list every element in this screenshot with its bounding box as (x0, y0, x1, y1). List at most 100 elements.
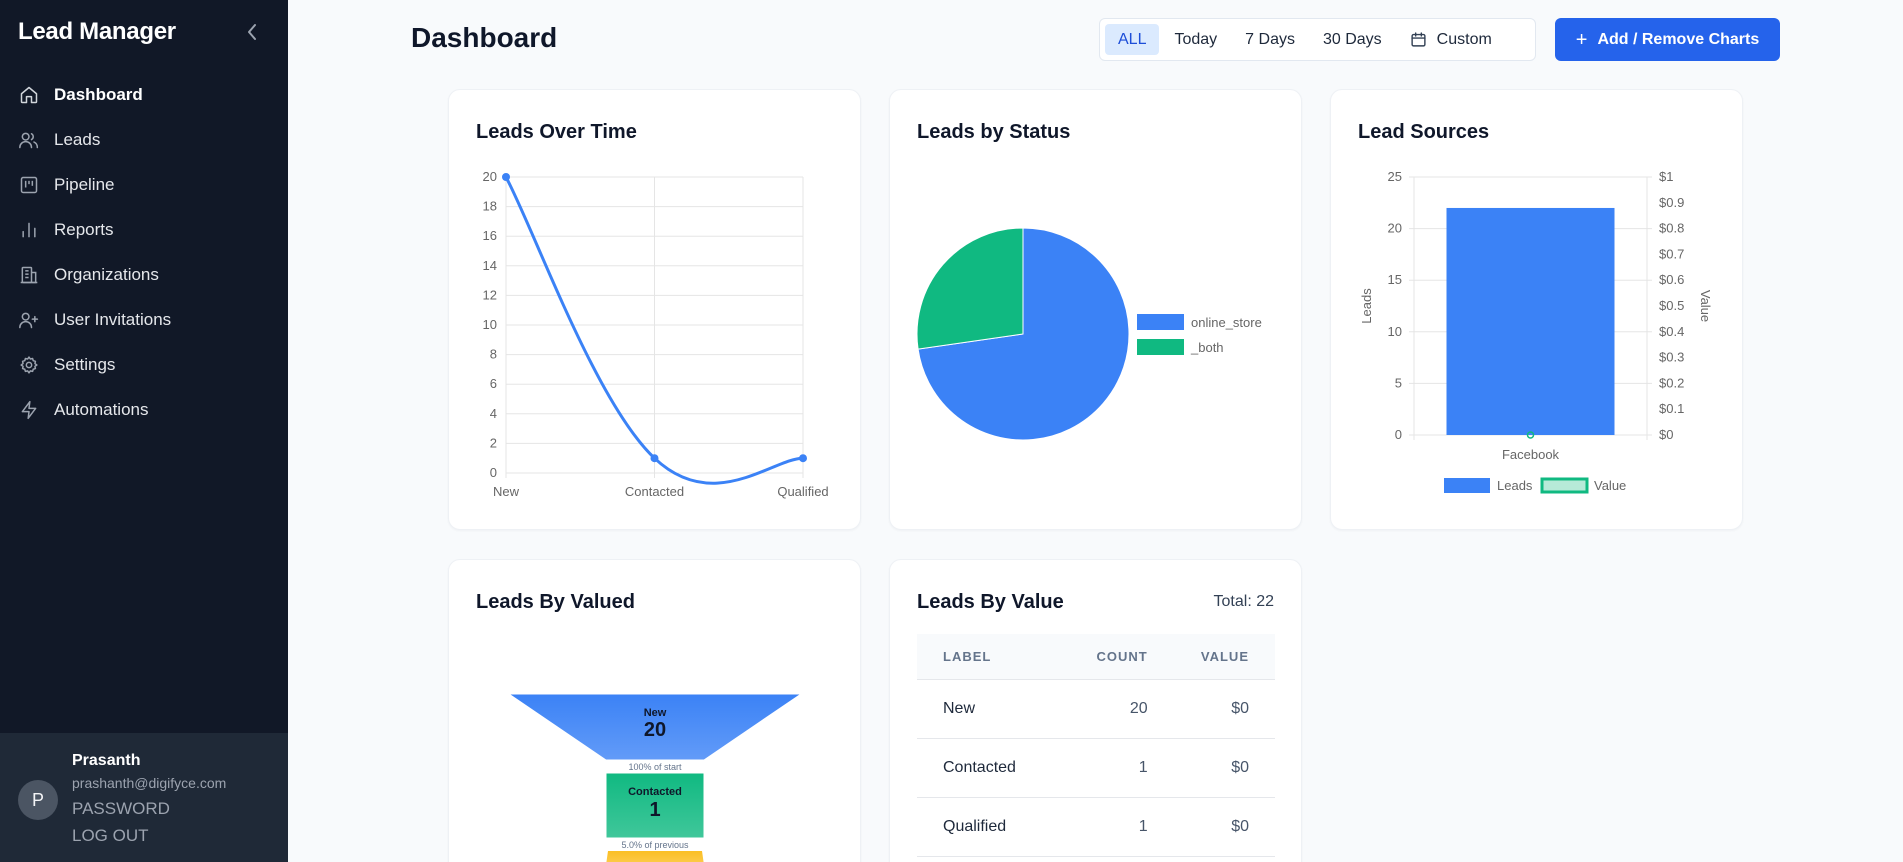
user-plus-icon (18, 309, 40, 331)
stage-label: New (644, 707, 667, 719)
row-label: New (917, 679, 1059, 739)
logout-link[interactable]: LOG OUT (72, 826, 149, 845)
stage-value: 20 (644, 719, 666, 741)
card-title: Leads By Value (917, 591, 1064, 613)
x-tick-label: Qualified (777, 484, 828, 499)
legend-swatch (1137, 314, 1184, 330)
collapse-sidebar-button[interactable] (240, 18, 264, 46)
plus-icon: + (1575, 28, 1588, 51)
sidebar-item-reports[interactable]: Reports (0, 207, 288, 252)
card-title: Leads By Valued (476, 591, 635, 613)
y2-tick-label: $0.7 (1659, 246, 1684, 261)
table-header-row: LABEL COUNT VALUE (917, 634, 1275, 680)
row-count: 1 (1058, 738, 1162, 798)
card-title: Lead Sources (1358, 121, 1490, 143)
column-header-label: LABEL (917, 634, 1059, 680)
filter-today-button[interactable]: Today (1174, 30, 1218, 48)
filter-30-days-button[interactable]: 30 Days (1322, 30, 1382, 48)
sidebar-item-automations[interactable]: Automations (0, 387, 288, 432)
leads-by-status-card: Leads by Status online_store _both (889, 89, 1302, 530)
y-tick-label: 5 (1395, 375, 1402, 390)
legend-label: online_store (1191, 315, 1262, 330)
sidebar-item-label: Automations (54, 399, 149, 419)
legend-label: Value (1594, 478, 1626, 493)
leads-by-value-card: Leads By Value Total: 22 LABEL COUNT VAL… (889, 559, 1302, 862)
add-remove-charts-label: Add / Remove Charts (1597, 30, 1760, 48)
legend-swatch (1444, 478, 1490, 493)
home-icon (18, 84, 40, 106)
y-tick-label: 10 (1388, 324, 1402, 339)
y2-tick-label: $0.8 (1659, 221, 1684, 236)
row-label: Contacted (917, 738, 1059, 798)
bar (1446, 207, 1615, 435)
data-point (502, 173, 510, 181)
table-row: Contacted 1 $0 (917, 738, 1275, 798)
y-tick-label: 15 (1388, 272, 1402, 287)
y-tick-label: 16 (483, 228, 497, 243)
calendar-icon (1410, 31, 1427, 48)
row-label: Qualified (917, 797, 1059, 857)
y2-tick-label: $0.3 (1659, 350, 1684, 365)
sidebar-item-label: Leads (54, 129, 101, 149)
legend-swatch (1137, 339, 1184, 355)
user-name: Prasanth (72, 752, 141, 769)
stage-value: 1 (649, 799, 660, 821)
filter-all-button[interactable]: ALL (1105, 24, 1160, 55)
stage-note: 5.0% of previous (621, 840, 689, 850)
password-link[interactable]: PASSWORD (72, 799, 170, 818)
y-tick-label: 18 (483, 199, 497, 214)
sidebar-item-dashboard[interactable]: Dashboard (0, 72, 288, 117)
sidebar-item-label: Settings (54, 354, 116, 374)
avatar: P (18, 780, 58, 820)
pie-slice (916, 227, 1024, 350)
legend-label: _both (1190, 340, 1224, 355)
filter-7-days-button[interactable]: 7 Days (1245, 30, 1295, 48)
user-email: prashanth@digifyce.com (72, 775, 227, 791)
value-point (1526, 431, 1535, 439)
sidebar-item-label: Dashboard (54, 84, 143, 104)
table-row: New 20 $0 (917, 679, 1275, 739)
lead-sources-chart: 0 5 10 15 20 25 $0 $0.1 $0.2 $0.3 $0.4 $0.5 $0.6 $0.7… (1359, 169, 1713, 494)
sidebar-item-leads[interactable]: Leads (0, 117, 288, 162)
bar-chart-icon (18, 219, 40, 241)
sidebar-item-label: Pipeline (54, 174, 115, 194)
data-point (650, 454, 659, 463)
add-remove-charts-button[interactable]: + Add / Remove Charts (1555, 18, 1780, 61)
sidebar-item-user-invitations[interactable]: User Invitations (0, 297, 288, 342)
sidebar-item-pipeline[interactable]: Pipeline (0, 162, 288, 207)
sidebar: Lead Manager Dashboard Leads Pipeline (0, 0, 288, 862)
row-count: 20 (1058, 679, 1162, 739)
date-filter-group: ALL Today 7 Days 30 Days Custom (1099, 18, 1536, 61)
y-axis-label: Leads (1359, 288, 1374, 324)
sidebar-item-label: Reports (54, 219, 114, 239)
funnel-stage (605, 772, 705, 839)
app-brand: Lead Manager (18, 18, 176, 45)
gear-icon (18, 354, 40, 376)
y-tick-label: 4 (490, 406, 497, 421)
card-title: Leads by Status (917, 121, 1071, 143)
sidebar-item-organizations[interactable]: Organizations (0, 252, 288, 297)
y2-tick-label: $0.5 (1659, 298, 1684, 313)
y2-tick-label: $0 (1659, 427, 1673, 442)
y2-tick-label: $1 (1659, 169, 1673, 184)
row-count: 1 (1058, 797, 1162, 857)
legend-label: Leads (1497, 478, 1533, 493)
funnel-stage (507, 693, 803, 761)
table-row: Qualified 1 $0 (917, 797, 1275, 857)
y2-tick-label: $0.2 (1659, 375, 1684, 390)
column-header-value: VALUE (1161, 634, 1275, 680)
user-panel: P Prasanth prashanth@digifyce.com PASSWO… (0, 733, 288, 862)
card-title: Leads Over Time (476, 121, 637, 143)
sidebar-nav: Dashboard Leads Pipeline Reports Organiz… (0, 72, 288, 432)
sidebar-item-settings[interactable]: Settings (0, 342, 288, 387)
series-line (504, 176, 804, 485)
leads-by-valued-card: Leads By Valued New 20 100% of start Contac… (448, 559, 861, 862)
y-tick-label: 0 (490, 465, 497, 480)
y-tick-label: 20 (1388, 221, 1402, 236)
y-tick-label: 2 (490, 435, 497, 450)
sidebar-item-label: User Invitations (54, 309, 172, 329)
users-icon (18, 129, 40, 151)
leads-over-time-chart: 0 2 4 6 8 10 12 14 16 18 20 New Contacted Qualified (483, 169, 829, 499)
filter-custom-button[interactable]: Custom (1397, 24, 1505, 55)
